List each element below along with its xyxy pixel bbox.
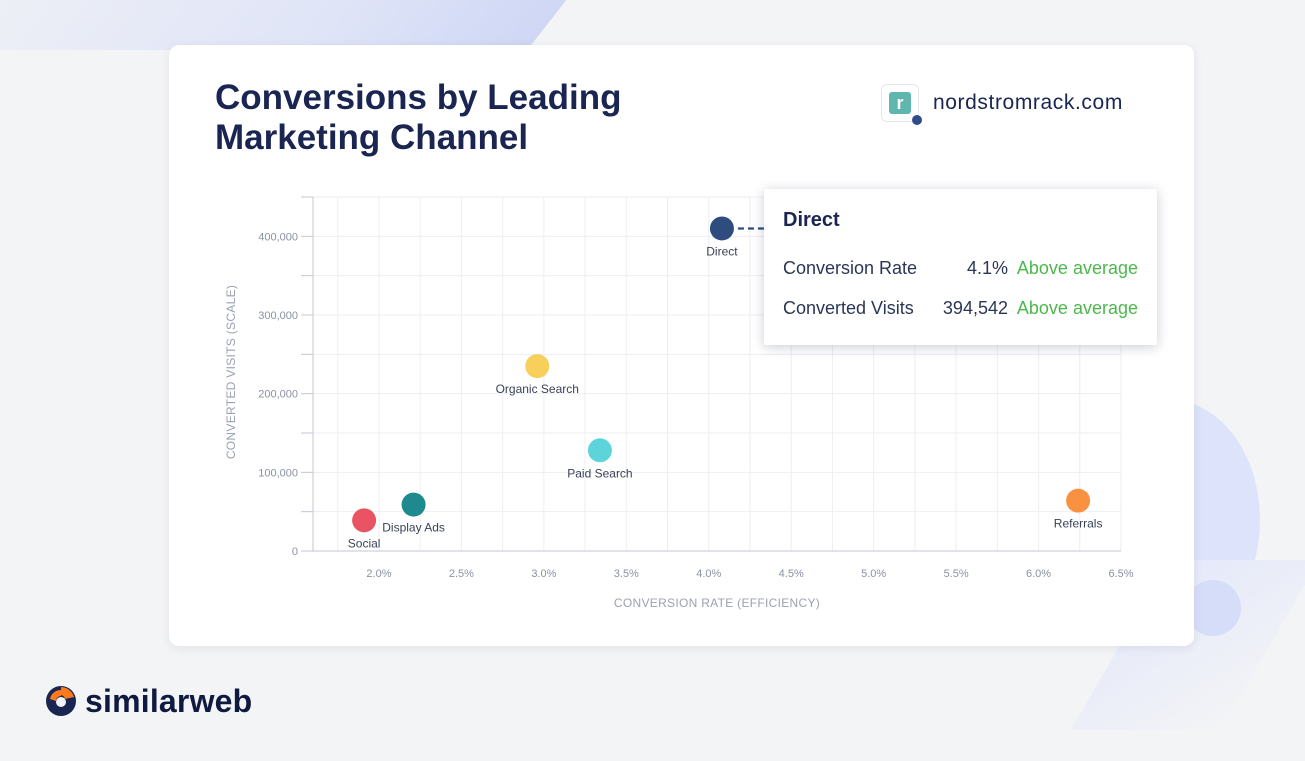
x-tick-label: 4.0% xyxy=(696,568,721,580)
tooltip-row-value: 394,542 xyxy=(942,298,1008,318)
tooltip-row-label: Conversion Rate xyxy=(783,258,918,278)
x-tick-label: 4.5% xyxy=(779,568,804,580)
x-tick-label: 2.0% xyxy=(366,568,391,580)
point-organic-search xyxy=(525,354,550,379)
point-paid-search xyxy=(587,438,612,463)
background-shape-dot xyxy=(1185,580,1241,636)
point-label-paid-search: Paid Search xyxy=(567,466,632,480)
point-display-ads xyxy=(401,492,426,517)
y-axis-label: CONVERTED VISITS (SCALE) xyxy=(224,285,238,459)
point-social xyxy=(352,508,377,533)
x-tick-label: 6.0% xyxy=(1026,568,1051,580)
similarweb-logo-icon xyxy=(46,686,76,716)
y-tick-label: 0 xyxy=(292,546,298,558)
x-axis-label: CONVERSION RATE (EFFICIENCY) xyxy=(614,596,820,610)
tooltip-row-label: Converted Visits xyxy=(783,298,914,318)
point-direct xyxy=(709,216,734,241)
point-label-social: Social xyxy=(348,536,381,550)
similarweb-logo: similarweb xyxy=(45,682,253,719)
tooltip-row-status: Above average xyxy=(1016,258,1138,278)
x-tick-label: 5.0% xyxy=(861,568,886,580)
point-label-display-ads: Display Ads xyxy=(382,521,445,535)
background-shape-top xyxy=(0,0,660,50)
x-tick-label: 3.0% xyxy=(531,568,556,580)
tooltip-row-status: Above average xyxy=(1016,298,1138,318)
x-tick-label: 6.5% xyxy=(1108,568,1133,580)
tooltip-row-conversion-rate: Conversion Rate 4.1% Above average xyxy=(783,258,1138,282)
point-referrals xyxy=(1066,488,1091,513)
x-tick-label: 5.5% xyxy=(944,568,969,580)
chart-axes xyxy=(301,196,1121,552)
tooltip-title: Direct xyxy=(783,209,840,231)
y-tick-label: 100,000 xyxy=(258,467,298,479)
site-badge: r nordstromrack.com xyxy=(881,83,1123,126)
x-tick-label: 3.5% xyxy=(614,568,639,580)
y-tick-label: 300,000 xyxy=(258,310,298,322)
scatter-chart: 2.0% 2.5% 3.0% 3.5% 4.0% 4.5% 5.0% 5.5% 6.0% 6.5%… xyxy=(224,196,1134,610)
y-tick-label: 200,000 xyxy=(258,389,298,401)
site-logo-icon: r xyxy=(881,84,923,126)
brand-name: similarweb xyxy=(85,682,253,719)
site-domain: nordstromrack.com xyxy=(933,91,1123,114)
point-tooltip: Direct Conversion Rate 4.1% Above averag… xyxy=(764,189,1157,345)
point-label-direct: Direct xyxy=(706,244,738,258)
chart-ticks: 2.0% 2.5% 3.0% 3.5% 4.0% 4.5% 5.0% 5.5% 6.0% 6.5%… xyxy=(258,231,1134,580)
chart-points: Direct Organic Search Paid Search Display A… xyxy=(348,216,1103,550)
tooltip-row-converted-visits: Converted Visits 394,542 Above average xyxy=(783,298,1138,322)
y-tick-label: 400,000 xyxy=(258,231,298,243)
site-logo-letter: r xyxy=(889,92,911,114)
point-label-organic-search: Organic Search xyxy=(496,382,579,396)
site-logo-dot xyxy=(911,114,923,126)
chart-card: Conversions by Leading Marketing Channel… xyxy=(169,45,1194,646)
chart-title: Conversions by Leading Marketing Channel xyxy=(215,78,622,157)
x-tick-label: 2.5% xyxy=(449,568,474,580)
tooltip-row-value: 4.1% xyxy=(966,258,1008,278)
point-label-referrals: Referrals xyxy=(1054,517,1103,531)
